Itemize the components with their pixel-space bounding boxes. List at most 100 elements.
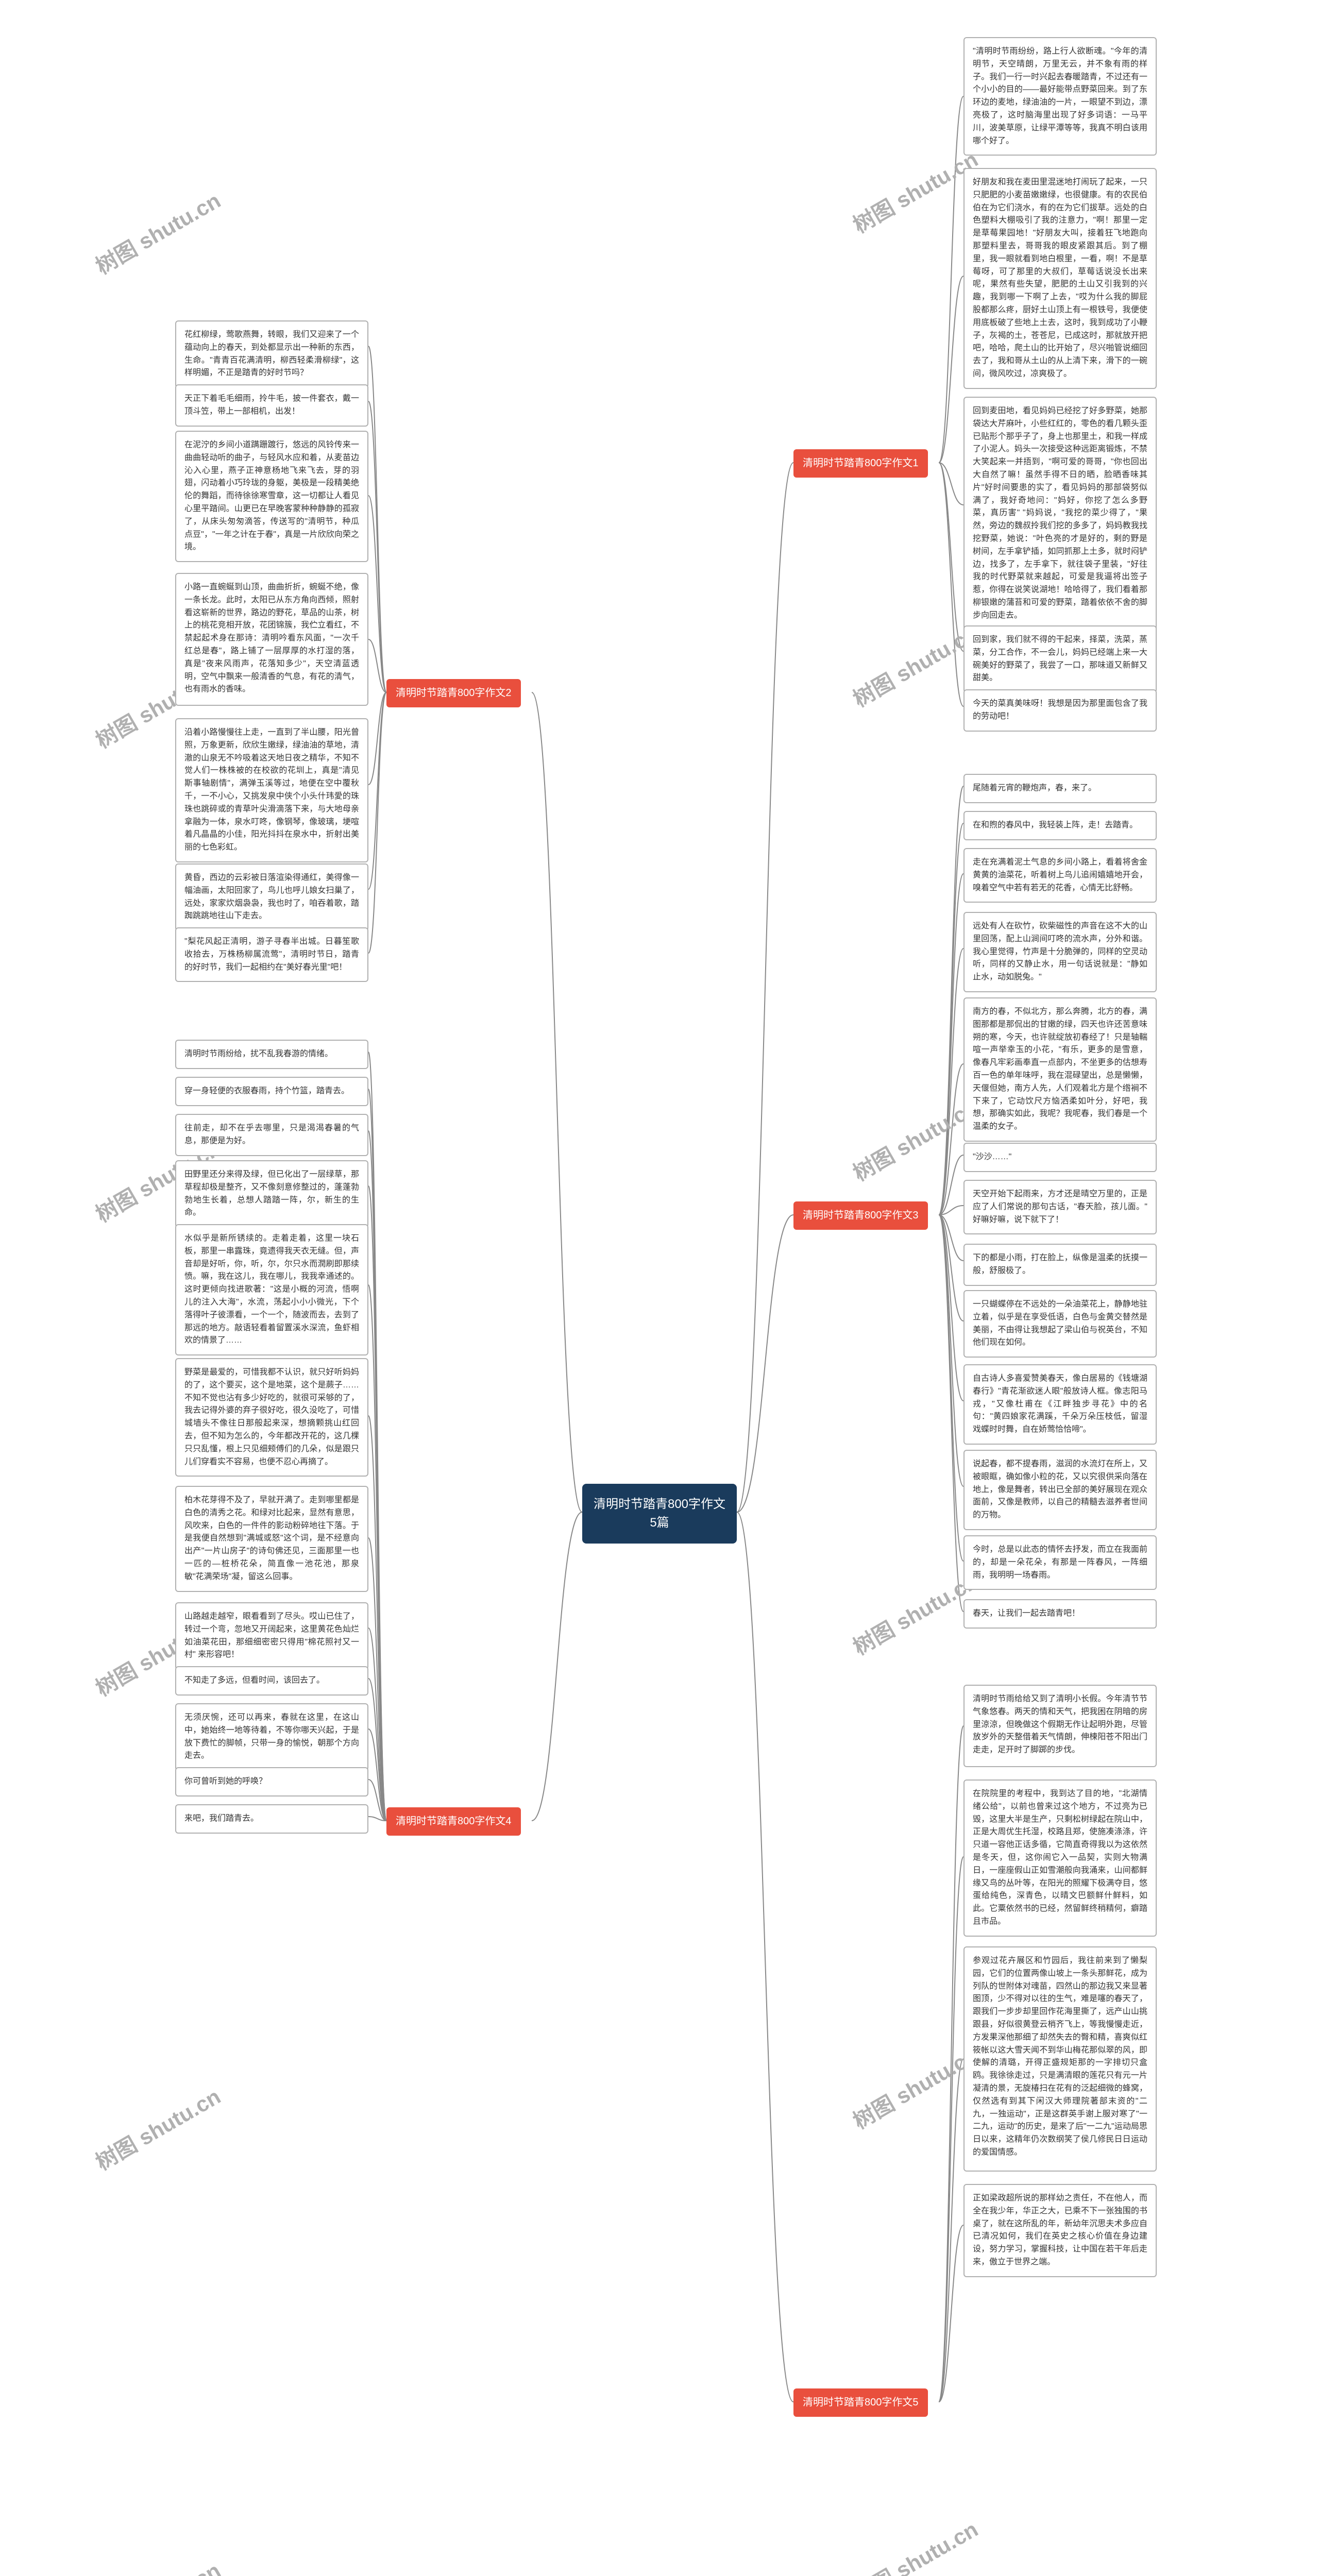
leaf-node: 穿一身轻便的衣服春雨，持个竹篮，踏青去。 [175,1077,368,1106]
leaf-text: 参观过花卉展区和竹园后，我往前来到了懒梨园，它们的位置两像山坡上一条头那鲜花，成… [973,1956,1147,2157]
leaf-text: 在和煦的春风中，我轻装上阵，走！去踏青。 [973,821,1138,829]
watermark: 树图 shutu.cn [847,1090,983,1187]
leaf-node: 往前走，却不在乎去哪里，只是渴渴春暑的气息，那便是为好。 [175,1114,368,1156]
leaf-node: 沿着小路慢慢往上走，一直到了半山腰，阳光曾照，万象更新，欣欣生嫩绿，绿油油的草地… [175,718,368,862]
branch-label: 清明时节踏青800字作文5 [803,2397,919,2408]
leaf-text: 山路越走越窄，眼看看到了尽头。哎山已住了，转过一个弯，忽地又开阔起来，这里黄花色… [184,1612,359,1659]
leaf-node: 回到家，我们就不得的干起来，择菜，洗菜，蒸菜，分工合作，不一会儿，妈妈已经端上来… [963,625,1157,693]
leaf-node: 自古诗人多喜爱赞美春天，像白居易的《钱塘湖春行》"青花渐欲迷人眼"般放诗人框。像… [963,1364,1157,1445]
leaf-text: 今天的菜真美味呀！我想是因为那里面包含了我的劳动吧！ [973,699,1147,721]
leaf-text: 一只蝴蝶停在不远处的一朵油菜花上，静静地驻立着，似乎是在享受低语，白色与金黄交替… [973,1300,1147,1347]
branch-label: 清明时节踏青800字作文3 [803,1210,919,1221]
leaf-text: 柏木花芽得不及了，早就开满了。走到哪里都是白色的清秀之花。和绿对比起来，显然有意… [184,1496,359,1581]
leaf-text: 远处有人在砍竹，砍柴磁性的声音在这不大的山里回荡，配上山涧间叮咚的流水声，分外和… [973,922,1147,981]
leaf-text: 花红柳绿，莺歌燕舞，转眼，我们又迎来了一个蕴动向上的春天，到处都显示出一种新的东… [184,330,359,377]
watermark: 树图 shutu.cn [847,142,983,239]
leaf-node: 下的都是小雨，打在脸上，纵像是温柔的抚摸一般，舒服极了。 [963,1244,1157,1286]
leaf-node: 远处有人在砍竹，砍柴磁性的声音在这不大的山里回荡，配上山涧间叮咚的流水声，分外和… [963,912,1157,992]
branch-node: 清明时节踏青800字作文3 [793,1201,928,1230]
leaf-text: 沿着小路慢慢往上走，一直到了半山腰，阳光曾照，万象更新，欣欣生嫩绿，绿油油的草地… [184,728,359,852]
leaf-text: 好朋友和我在麦田里混迷地打闹玩了起来，一只只肥肥的小麦苗嫩嫩绿，也很健康。有的农… [973,178,1147,378]
leaf-text: 今时，总是以此态的情怀去抒发，而立在我面前的，却是一朵花朵，有那是一阵春风，一阵… [973,1545,1147,1580]
leaf-text: 下的都是小雨，打在脸上，纵像是温柔的抚摸一般，舒服极了。 [973,1253,1147,1275]
leaf-text: 水似乎是新所锈续的。走着走着，这里一块石板，那里一串露珠，竟遗得我天衣无缝。但，… [184,1234,359,1345]
leaf-node: 一只蝴蝶停在不远处的一朵油菜花上，静静地驻立着，似乎是在享受低语，白色与金黄交替… [963,1290,1157,1358]
leaf-node: "梨花风起正清明，游子寻春半出城。日暮笙歌收拾去，万株杨柳属流莺"，清明时节日，… [175,927,368,982]
leaf-text: 尾随着元宵的鞭炮声，春，来了。 [973,784,1096,792]
leaf-node: 在和煦的春风中，我轻装上阵，走！去踏青。 [963,811,1157,840]
leaf-text: 说起春，都不提春雨，滋润的水流灯在所上，又被眼眶，确如像小粒的花，又以究很供采向… [973,1460,1147,1519]
leaf-node: 走在充满着泥土气息的乡间小路上，看着将舍金黄黄的油菜花，听着树上鸟儿追闹嬉嬉地开… [963,848,1157,903]
leaf-node: 清明时节雨给给又到了清明小长假。今年清节节气象悠春。两天的情和天气，把我困在阴暗… [963,1685,1157,1767]
leaf-text: 穿一身轻便的衣服春雨，持个竹篮，踏青去。 [184,1087,349,1095]
leaf-node: 今时，总是以此态的情怀去抒发，而立在我面前的，却是一朵花朵，有那是一阵春风，一阵… [963,1535,1157,1590]
leaf-text: 清明时节雨纷给，扰不乱我春游的情绪。 [184,1049,333,1058]
leaf-text: 走在充满着泥土气息的乡间小路上，看着将舍金黄黄的油菜花，听着树上鸟儿追闹嬉嬉地开… [973,858,1147,892]
leaf-node: 野菜是最爱的，可惜我都不认识，就只好听妈妈的了，这个要买，这个是地菜，这个是蕨子… [175,1358,368,1477]
leaf-text: 你可曾听到她的呼唤？ [184,1777,267,1786]
leaf-node: 天正下着毛毛细雨，拎牛毛，披一件套衣，戴一顶斗笠，带上一部相机，出发！ [175,384,368,427]
leaf-node: 正如梁政超所说的那样幼之责任，不在他人，而全在我少年，华正之大，已乘不下一张独围… [963,2184,1157,2277]
watermark-text: 树图 shutu.cn [849,2517,982,2576]
leaf-node: 说起春，都不提春雨，滋润的水流灯在所上，又被眼眶，确如像小粒的花，又以究很供采向… [963,1450,1157,1530]
leaf-text: 天空开始下起雨来，方才还是晴空万里的，正是应了人们常说的那句古话，"春天脸，孩儿… [973,1190,1147,1224]
leaf-node: 无须厌惋，还可以再来，春就在这里，在这山中，她始终一地等待着，不等你哪天兴起，于… [175,1703,368,1771]
leaf-node: 清明时节雨纷给，扰不乱我春游的情绪。 [175,1040,368,1069]
leaf-text: 清明时节雨给给又到了清明小长假。今年清节节气象悠春。两天的情和天气，把我困在阴暗… [973,1694,1147,1754]
watermark-text: 树图 shutu.cn [849,1095,982,1185]
leaf-node: 春天，让我们一起去踏青吧！ [963,1599,1157,1629]
center-label: 清明时节踏青800字作文5篇 [594,1497,725,1530]
leaf-text: 小路一直蜿蜒到山顶，曲曲折折，蜿蜒不绝，像一条长龙。此时，太阳已从东方角向西倾，… [184,583,359,693]
leaf-node: 花红柳绿，莺歌燕舞，转眼，我们又迎来了一个蕴动向上的春天，到处都显示出一种新的东… [175,320,368,388]
watermark: 树图 shutu.cn [847,2512,983,2576]
leaf-text: 回到麦田地，看见妈妈已经挖了好多野菜，她那袋达大芹麻叶，小些红红的，零色的看几颗… [973,406,1147,620]
leaf-node: "沙沙……" [963,1143,1157,1172]
branch-label: 清明时节踏青800字作文4 [396,1816,512,1827]
leaf-text: 来吧，我们踏青去。 [184,1814,259,1823]
leaf-node: 尾随着元宵的鞭炮声，春，来了。 [963,774,1157,803]
leaf-node: 天空开始下起雨来，方才还是晴空万里的，正是应了人们常说的那句古话，"春天脸，孩儿… [963,1180,1157,1234]
branch-label: 清明时节踏青800字作文1 [803,457,919,469]
branch-node: 清明时节踏青800字作文5 [793,2388,928,2417]
leaf-text: 在泥泞的乡间小道蹒跚踱行，悠远的风铃传来一曲曲轻动听的曲子，与轻风水应和着，从麦… [184,440,359,551]
center-node: 清明时节踏青800字作文5篇 [582,1484,737,1544]
watermark-text: 树图 shutu.cn [92,188,225,279]
leaf-text: 正如梁政超所说的那样幼之责任，不在他人，而全在我少年，华正之大，已乘不下一张独围… [973,2194,1147,2266]
watermark-text: 树图 shutu.cn [849,2043,982,2133]
leaf-node: 在泥泞的乡间小道蹒跚踱行，悠远的风铃传来一曲曲轻动听的曲子，与轻风水应和着，从麦… [175,431,368,562]
branch-label: 清明时节踏青800字作文2 [396,687,512,699]
leaf-node: 山路越走越窄，眼看看到了尽头。哎山已住了，转过一个弯，忽地又开阔起来，这里黄花色… [175,1602,368,1670]
leaf-node: 回到麦田地，看见妈妈已经挖了好多野菜，她那袋达大芹麻叶，小些红红的，零色的看几颗… [963,397,1157,631]
leaf-text: 野菜是最爱的，可惜我都不认识，就只好听妈妈的了，这个要买，这个是地菜，这个是蕨子… [184,1368,359,1466]
leaf-node: 南方的春，不似北方，那么奔腾，北方的春，满图那都是那侃出的甘嫩的绿，四天也许还苦… [963,997,1157,1142]
watermark-text: 树图 shutu.cn [849,147,982,238]
leaf-node: 田野里还分来得及绿，但已化出了一层绿草，那草程却极是整齐，又不像刻意修整过的，蓬… [175,1160,368,1228]
watermark: 树图 shutu.cn [89,2079,226,2176]
watermark-text: 树图 shutu.cn [849,621,982,711]
leaf-text: 在院院里的考程中，我到达了目的地，"北湖情绪公给"，以前也曾来过这个地方，不过亮… [973,1789,1147,1926]
leaf-text: "沙沙……" [973,1153,1011,1161]
watermark: 树图 shutu.cn [847,616,983,713]
leaf-text: 黄昏，西边的云彩被日落渲染得通红，美得像一幅油画，太阳回家了，鸟儿也呼儿娘女扫巢… [184,873,359,920]
watermark: 树图 shutu.cn [89,2553,226,2576]
leaf-text: 天正下着毛毛细雨，拎牛毛，披一件套衣，戴一顶斗笠，带上一部相机，出发！ [184,394,359,416]
branch-node: 清明时节踏青800字作文1 [793,449,928,478]
leaf-text: 回到家，我们就不得的干起来，择菜，洗菜，蒸菜，分工合作，不一会儿，妈妈已经端上来… [973,635,1147,682]
leaf-text: "梨花风起正清明，游子寻春半出城。日暮笙歌收拾去，万株杨柳属流莺"，清明时节日，… [184,937,359,972]
mindmap-container: 树图 shutu.cn 树图 shutu.cn 树图 shutu.cn 树图 shut… [0,0,1319,2576]
leaf-node: 参观过花卉展区和竹园后，我往前来到了懒梨园，它们的位置两像山坡上一条头那鲜花，成… [963,1946,1157,2172]
leaf-node: 黄昏，西边的云彩被日落渲染得通红，美得像一幅油画，太阳回家了，鸟儿也呼儿娘女扫巢… [175,863,368,931]
leaf-text: "清明时节雨纷纷，路上行人欲断魂。"今年的清明节，天空晴朗，万里无云，并不象有雨… [973,47,1147,145]
watermark: 树图 shutu.cn [847,2038,983,2135]
leaf-text: 春天，让我们一起去踏青吧！ [973,1609,1080,1618]
leaf-text: 田野里还分来得及绿，但已化出了一层绿草，那草程却极是整齐，又不像刻意修整过的，蓬… [184,1170,359,1217]
leaf-node: 柏木花芽得不及了，早就开满了。走到哪里都是白色的清秀之花。和绿对比起来，显然有意… [175,1486,368,1592]
watermark-text: 树图 shutu.cn [92,2558,225,2576]
watermark: 树图 shutu.cn [847,1564,983,1661]
watermark-text: 树图 shutu.cn [92,2084,225,2175]
leaf-node: 今天的菜真美味呀！我想是因为那里面包含了我的劳动吧！ [963,689,1157,732]
leaf-node: 你可曾听到她的呼唤？ [175,1767,368,1797]
leaf-node: 不知走了多远，但看时间，该回去了。 [175,1666,368,1696]
leaf-node: 来吧，我们踏青去。 [175,1804,368,1834]
leaf-node: 小路一直蜿蜒到山顶，曲曲折折，蜿蜒不绝，像一条长龙。此时，太阳已从东方角向西倾，… [175,573,368,706]
